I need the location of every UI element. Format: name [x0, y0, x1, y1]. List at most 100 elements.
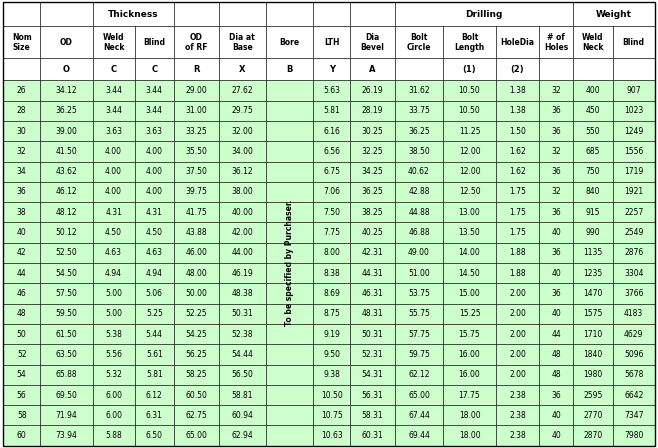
Bar: [135, 283, 174, 304]
Bar: [174, 385, 218, 405]
Bar: [174, 101, 218, 121]
Bar: [573, 222, 613, 243]
Bar: [495, 58, 539, 80]
Text: 2.38: 2.38: [509, 391, 526, 400]
Text: 39.75: 39.75: [186, 187, 207, 197]
Text: 56.50: 56.50: [232, 370, 253, 379]
Text: Dia
Bevel: Dia Bevel: [361, 33, 384, 52]
Bar: [40, 283, 93, 304]
Text: 38.00: 38.00: [232, 187, 253, 197]
Text: 2.00: 2.00: [509, 309, 526, 318]
Bar: [40, 243, 93, 263]
Bar: [135, 141, 174, 162]
Bar: [218, 2, 266, 26]
Text: 5.25: 5.25: [146, 309, 163, 318]
Bar: [266, 141, 313, 162]
Bar: [218, 162, 266, 182]
Bar: [539, 141, 573, 162]
Bar: [395, 2, 573, 26]
Text: 2257: 2257: [624, 208, 644, 217]
Text: 52.50: 52.50: [55, 248, 77, 258]
Bar: [613, 141, 655, 162]
Text: 46.00: 46.00: [186, 248, 207, 258]
Bar: [573, 80, 613, 101]
Bar: [218, 58, 266, 80]
Bar: [266, 101, 313, 121]
Text: 4.00: 4.00: [105, 147, 122, 156]
Bar: [443, 58, 495, 80]
Bar: [539, 304, 573, 324]
Text: 40: 40: [551, 431, 561, 440]
Text: 1710: 1710: [584, 330, 603, 339]
Bar: [495, 283, 539, 304]
Text: 400: 400: [586, 86, 600, 95]
Text: Thickness: Thickness: [108, 10, 159, 19]
Bar: [313, 141, 350, 162]
Text: 5096: 5096: [624, 350, 644, 359]
Text: 1840: 1840: [584, 350, 603, 359]
Bar: [395, 58, 443, 80]
Text: 48: 48: [551, 370, 561, 379]
Bar: [40, 385, 93, 405]
Text: LTH: LTH: [324, 38, 340, 47]
Bar: [350, 222, 395, 243]
Text: 685: 685: [586, 147, 600, 156]
Text: 10.50: 10.50: [459, 106, 480, 115]
Bar: [313, 263, 350, 283]
Text: 54.50: 54.50: [55, 269, 77, 278]
Bar: [573, 202, 613, 222]
Bar: [443, 222, 495, 243]
Bar: [395, 121, 443, 141]
Text: 60.94: 60.94: [232, 411, 253, 420]
Bar: [573, 162, 613, 182]
Text: Bolt
Length: Bolt Length: [455, 33, 485, 52]
Bar: [40, 222, 93, 243]
Bar: [313, 26, 350, 58]
Text: 5.81: 5.81: [323, 106, 340, 115]
Text: 62.94: 62.94: [232, 431, 253, 440]
Bar: [573, 365, 613, 385]
Bar: [135, 80, 174, 101]
Text: 550: 550: [586, 126, 600, 136]
Text: 3.44: 3.44: [105, 86, 122, 95]
Bar: [3, 202, 40, 222]
Bar: [218, 426, 266, 446]
Bar: [313, 324, 350, 344]
Bar: [495, 80, 539, 101]
Text: 52.25: 52.25: [186, 309, 207, 318]
Text: Drilling: Drilling: [465, 10, 503, 19]
Text: 40: 40: [551, 411, 561, 420]
Text: 43.62: 43.62: [55, 167, 77, 176]
Text: 52.38: 52.38: [232, 330, 253, 339]
Bar: [93, 26, 135, 58]
Bar: [40, 304, 93, 324]
Bar: [135, 222, 174, 243]
Bar: [3, 283, 40, 304]
Text: 36: 36: [551, 167, 561, 176]
Text: 46.12: 46.12: [55, 187, 77, 197]
Bar: [3, 385, 40, 405]
Text: 12.00: 12.00: [459, 147, 480, 156]
Bar: [174, 405, 218, 426]
Bar: [3, 243, 40, 263]
Text: 2595: 2595: [583, 391, 603, 400]
Text: 44.88: 44.88: [408, 208, 430, 217]
Text: 32.00: 32.00: [232, 126, 253, 136]
Bar: [174, 222, 218, 243]
Bar: [266, 202, 313, 222]
Text: 48.31: 48.31: [361, 309, 383, 318]
Text: 50.00: 50.00: [186, 289, 207, 298]
Bar: [613, 344, 655, 365]
Bar: [313, 162, 350, 182]
Text: 15.00: 15.00: [459, 289, 480, 298]
Bar: [174, 121, 218, 141]
Text: 18.00: 18.00: [459, 431, 480, 440]
Text: 40: 40: [551, 269, 561, 278]
Text: 60.50: 60.50: [186, 391, 207, 400]
Bar: [40, 344, 93, 365]
Bar: [266, 263, 313, 283]
Bar: [266, 344, 313, 365]
Text: 1.88: 1.88: [509, 248, 526, 258]
Text: 15.75: 15.75: [459, 330, 480, 339]
Bar: [395, 385, 443, 405]
